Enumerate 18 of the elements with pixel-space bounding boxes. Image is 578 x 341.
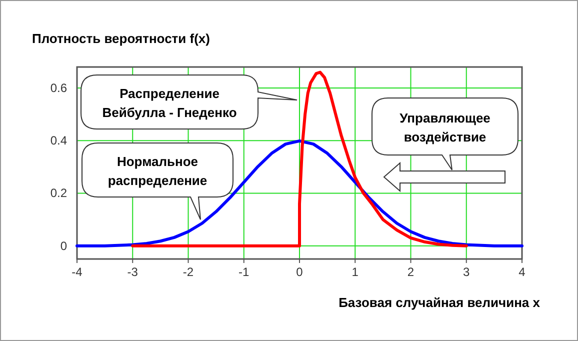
annotation: Нормальное распределение [108, 154, 208, 188]
x-tick-label: 1 [352, 265, 359, 279]
x-tick-label: -3 [127, 265, 138, 279]
y-tick-label: 0.6 [50, 81, 68, 96]
y-axis-title: Плотность вероятности f(x) [32, 31, 210, 46]
x-tick-label: 3 [463, 265, 470, 279]
annotation: Управляющее воздействие [400, 110, 490, 144]
x-axis-title: Базовая случайная величина x [338, 295, 541, 310]
x-tick-label: -1 [238, 265, 250, 279]
y-tick-label: 0.2 [50, 186, 68, 200]
x-tick-label: -2 [182, 265, 194, 279]
x-tick-label: 0 [296, 265, 304, 279]
x-tick-label: 2 [407, 265, 414, 279]
annotation: Распределение Вейбулла - Гнеденко [102, 86, 237, 120]
x-tick-label: 4 [518, 265, 526, 279]
y-tick-label: 0 [60, 238, 68, 253]
x-tick-label: -4 [72, 265, 83, 279]
y-tick-label: 0.4 [50, 134, 68, 148]
